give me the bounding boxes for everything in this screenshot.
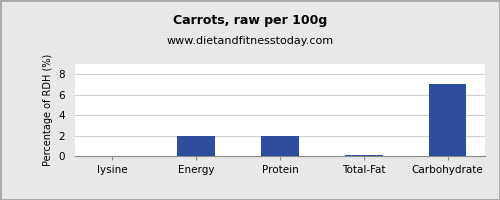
Text: Carrots, raw per 100g: Carrots, raw per 100g (173, 14, 327, 27)
Bar (345, 155, 383, 156)
Text: www.dietandfitnesstoday.com: www.dietandfitnesstoday.com (166, 36, 334, 46)
Bar (428, 84, 467, 156)
Bar (261, 136, 299, 156)
Bar (178, 136, 215, 156)
Y-axis label: Percentage of RDH (%): Percentage of RDH (%) (43, 54, 53, 166)
